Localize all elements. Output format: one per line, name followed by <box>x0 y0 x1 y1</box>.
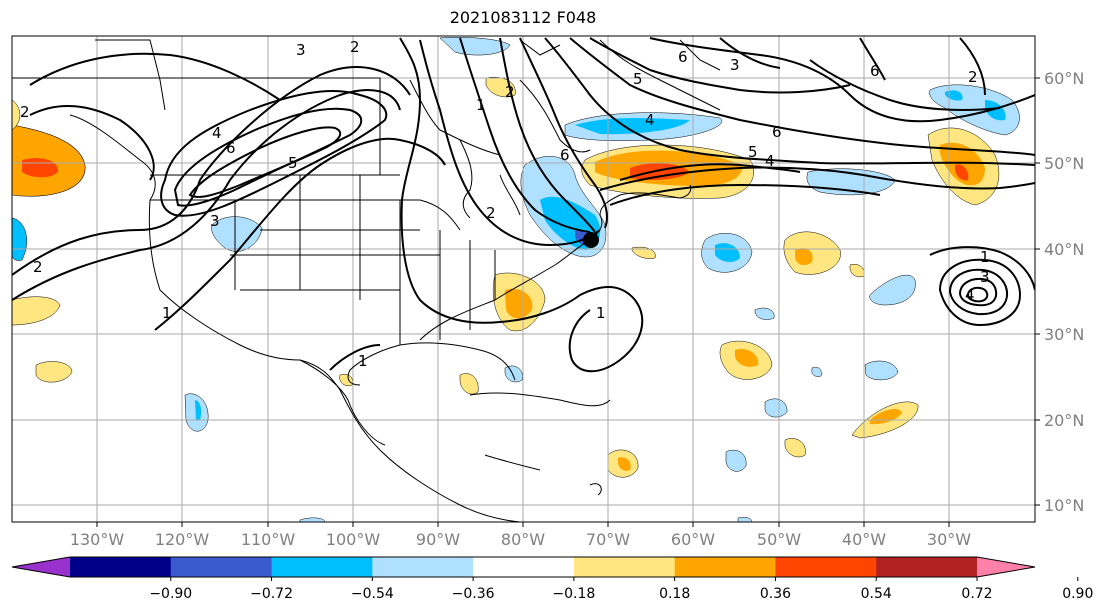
contour-label: 2 <box>968 68 978 86</box>
lat-label: 30°N <box>1044 325 1084 344</box>
contour-label: 1 <box>476 96 486 114</box>
lon-label: 80°W <box>501 530 545 549</box>
contour-label: 5 <box>748 143 758 161</box>
colorbar-tick-label: −0.54 <box>351 586 394 602</box>
colorbar-segment <box>170 557 273 577</box>
contour-label: 6 <box>772 123 782 141</box>
contour-label: 6 <box>870 62 880 80</box>
contours <box>12 37 1035 373</box>
lat-label: 40°N <box>1044 240 1084 259</box>
contour-label: 1 <box>162 304 172 322</box>
colorbar-tick-label: 0.90 <box>1062 586 1093 602</box>
colorbar-segment <box>473 557 575 577</box>
lon-label: 50°W <box>757 530 801 549</box>
colorbar-tick-label: −0.90 <box>149 586 192 602</box>
colorbar-segment <box>372 557 474 577</box>
contour-label: 2 <box>20 103 30 121</box>
contour-label: 3 <box>296 41 306 59</box>
storm-center-marker <box>583 232 599 248</box>
lon-ticks <box>96 522 950 527</box>
lon-label: 130°W <box>70 530 125 549</box>
contour-label: 2 <box>486 204 496 222</box>
contour-label: 6 <box>226 139 236 157</box>
contour-label: 1 <box>596 304 606 322</box>
contour-label: 3 <box>730 56 740 74</box>
lat-label: 50°N <box>1044 154 1084 173</box>
colorbar-tick-label: 0.54 <box>861 586 892 602</box>
colorbar-outline <box>11 556 1036 578</box>
contour-label: 3 <box>210 212 220 230</box>
map-title: 2021083112 F048 <box>449 8 597 27</box>
lon-label: 90°W <box>416 530 460 549</box>
contour-label: 2 <box>350 38 360 56</box>
colorbar: −0.90 −0.72 −0.54 −0.36 −0.18 0.18 0.36 0.54 0.7… <box>11 556 1093 602</box>
contour-label: 4 <box>765 152 775 170</box>
contour-label: 4 <box>965 286 975 304</box>
colorbar-segment <box>876 557 978 577</box>
contour-label: 5 <box>288 154 298 172</box>
colorbar-segment <box>674 557 776 577</box>
contour-labels: 3 2 2 1 3 4 6 5 1 2 2 6 5 6 3 4 6 5 4 6 … <box>20 38 990 370</box>
contour-label: 4 <box>212 124 222 142</box>
colorbar-tick-label: −0.18 <box>552 586 595 602</box>
colorbar-tick-label: 0.36 <box>760 586 791 602</box>
lat-labels: 60°N 50°N 40°N 30°N 20°N 10°N <box>1044 69 1084 515</box>
colorbar-segment <box>271 557 373 577</box>
lon-label: 100°W <box>326 530 381 549</box>
contour-label: 5 <box>633 70 643 88</box>
contour-label: 1 <box>980 248 990 266</box>
colorbar-extend-min <box>12 557 70 577</box>
contour-label: 6 <box>560 146 570 164</box>
colorbar-extend-max <box>977 557 1035 577</box>
lon-labels: 130°W 120°W 110°W 100°W 90°W 80°W 70°W 6… <box>70 530 971 549</box>
colorbar-tick-label: 0.72 <box>961 586 992 602</box>
contour-label: 6 <box>678 48 688 66</box>
colorbar-tick-label: −0.72 <box>250 586 293 602</box>
graticule <box>12 36 1035 522</box>
coastlines <box>12 39 721 522</box>
lon-label: 60°W <box>671 530 715 549</box>
lat-label: 60°N <box>1044 69 1084 88</box>
lat-label: 20°N <box>1044 411 1084 430</box>
contour-label: 2 <box>33 258 43 276</box>
colorbar-segment <box>775 557 877 577</box>
contour-label: 4 <box>645 111 655 129</box>
lat-ticks <box>1035 77 1040 506</box>
colorbar-segment <box>573 557 676 577</box>
contour-label: 1 <box>358 352 368 370</box>
colorbar-tick-label: −0.36 <box>452 586 495 602</box>
contour-label: 3 <box>980 268 990 286</box>
lon-label: 120°W <box>155 530 210 549</box>
lon-label: 30°W <box>927 530 971 549</box>
lon-label: 70°W <box>586 530 630 549</box>
contour-label: 2 <box>505 83 515 101</box>
colorbar-segment <box>70 557 172 577</box>
lon-label: 110°W <box>241 530 296 549</box>
colorbar-tick-label: 0.18 <box>659 586 690 602</box>
lat-label: 10°N <box>1044 496 1084 515</box>
lon-label: 40°W <box>842 530 886 549</box>
